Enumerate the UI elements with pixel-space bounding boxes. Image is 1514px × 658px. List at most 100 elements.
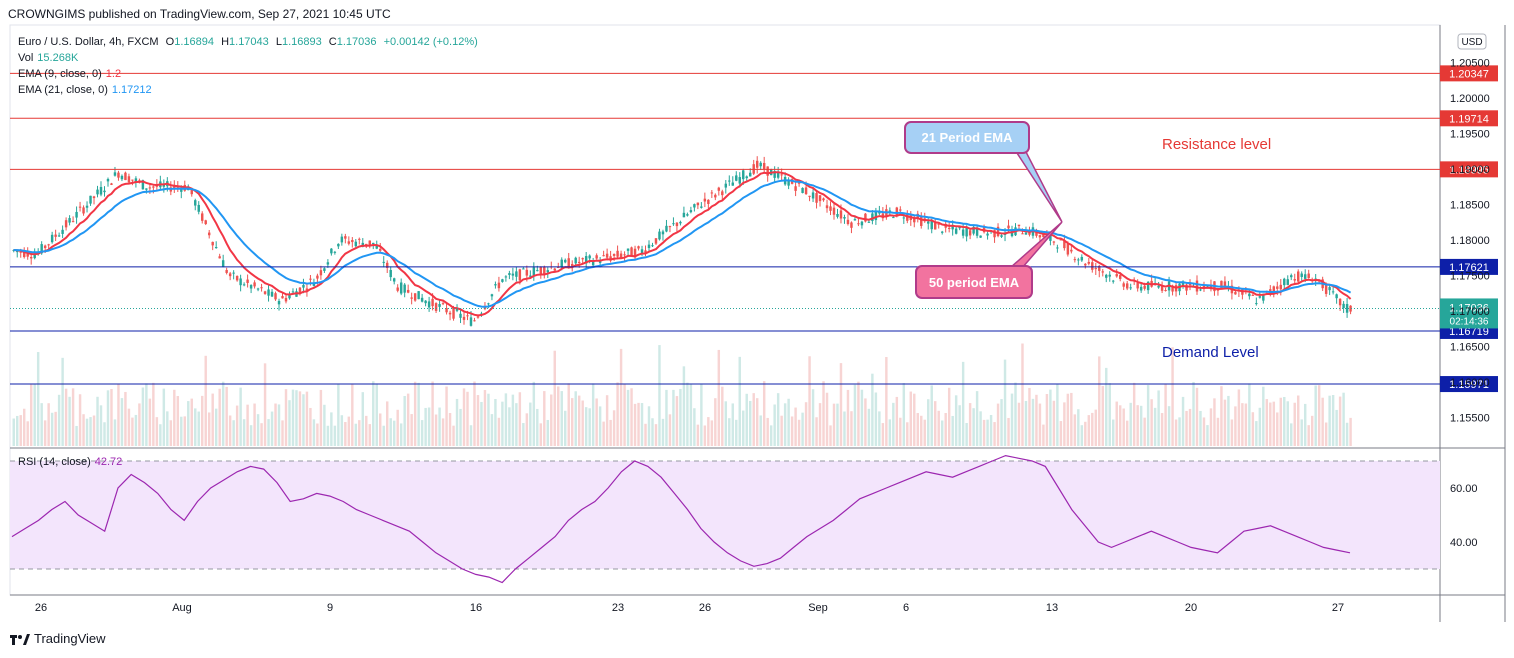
tradingview-brand[interactable]: TradingView: [10, 631, 106, 646]
volume-bar: [354, 423, 358, 446]
volume-bar: [1192, 381, 1195, 446]
candle-body: [1052, 241, 1056, 243]
candle-body: [71, 221, 75, 223]
price-tick-label: 1.19000: [1450, 164, 1490, 176]
volume-bar: [413, 381, 417, 446]
candle-body: [968, 230, 972, 236]
volume-bar: [375, 383, 378, 446]
candle-body: [1342, 303, 1345, 308]
candle-body: [1202, 284, 1206, 289]
volume-bar: [923, 419, 926, 446]
candle-body: [1073, 259, 1077, 261]
rsi-legend[interactable]: RSI (14, close) 42.72: [18, 456, 126, 469]
volume-bar: [43, 420, 47, 446]
volume-bar: [417, 382, 420, 446]
ema21-legend[interactable]: EMA (21, close, 0) 1.17212: [18, 84, 156, 97]
volume-bar: [330, 412, 333, 446]
volume-bar: [476, 395, 480, 446]
candle-body: [302, 284, 305, 288]
volume-bar: [644, 423, 647, 446]
candle-body: [1303, 274, 1307, 279]
volume-bar: [340, 415, 344, 446]
volume-legend[interactable]: Vol 15.268K: [18, 52, 82, 65]
candle-body: [33, 254, 36, 259]
volume-bar: [616, 382, 619, 446]
candle-body: [797, 182, 801, 184]
volume-bar: [557, 386, 560, 446]
candle-body: [644, 250, 647, 254]
volume-bar: [745, 393, 748, 446]
candle-body: [455, 309, 459, 311]
candle-body: [675, 222, 679, 227]
volume-bar: [1031, 398, 1035, 446]
volume-bar: [26, 421, 29, 446]
candle-body: [1003, 234, 1007, 236]
time-tick-label: 26: [699, 602, 711, 614]
volume-bar: [906, 422, 909, 446]
candle-body: [895, 207, 899, 217]
candle-body: [1220, 280, 1223, 289]
candle-body: [836, 213, 839, 217]
volume-bar: [1049, 389, 1052, 446]
volume-bar: [878, 411, 881, 446]
volume-bar: [703, 425, 707, 446]
volume-bar: [1286, 401, 1289, 446]
time-tick-label: 16: [470, 602, 482, 614]
candle-body: [1101, 271, 1104, 273]
time-axis[interactable]: 26 Aug 9 16 23 26 Sep 6 13 20 27: [35, 602, 1344, 614]
candle-body: [1248, 293, 1251, 297]
volume-bar: [124, 391, 127, 446]
volume-bar: [1038, 403, 1042, 446]
candle-body: [567, 258, 570, 269]
volume-bar: [686, 382, 689, 446]
candle-body: [574, 257, 577, 264]
symbol-legend[interactable]: Euro / U.S. Dollar, 4h, FXCM O1.16894 H1…: [18, 36, 486, 49]
volume-bar: [710, 420, 714, 446]
volume-bar: [1042, 424, 1045, 446]
volume-bar: [766, 417, 769, 446]
bar-countdown-label: 02:14:36: [1450, 316, 1489, 327]
volume-bar: [982, 419, 986, 446]
demand-price-label: 1.17621: [1449, 262, 1489, 274]
volume-bar: [96, 396, 99, 446]
candle-body: [522, 268, 525, 270]
volume-bar: [159, 424, 162, 446]
price-axis[interactable]: 1.15500 1.16000 1.16500 1.17000 1.17500 1.180…: [1450, 33, 1490, 425]
candle-body: [825, 205, 829, 209]
candle-body: [469, 317, 473, 326]
candle-body: [1293, 279, 1296, 281]
candle-body: [570, 263, 574, 268]
volume-bar: [113, 419, 117, 446]
volume-bar: [647, 406, 651, 446]
volume-bar: [1202, 417, 1206, 446]
volume-bar: [899, 417, 902, 446]
volume-bar: [825, 392, 829, 446]
volume-bar: [532, 381, 536, 446]
volume-bar: [1084, 421, 1087, 446]
candle-body: [333, 251, 337, 253]
candle-body: [246, 279, 249, 283]
volume-bar: [448, 413, 452, 446]
volume-bar: [752, 393, 755, 446]
candle-body: [85, 205, 89, 208]
candle-body: [197, 204, 200, 212]
ema9-legend[interactable]: EMA (9, close, 0) 1.2: [18, 68, 125, 81]
candle-body: [64, 220, 68, 228]
volume-bar: [1342, 392, 1345, 446]
volume-bars: [12, 343, 1352, 446]
candle-body: [661, 231, 665, 235]
volume-bar: [979, 411, 982, 446]
volume-bar: [783, 403, 787, 446]
candle-body: [82, 207, 85, 214]
volume-bar: [619, 348, 623, 446]
candle-body: [508, 273, 511, 275]
candle-body: [749, 172, 752, 177]
candle-body: [1087, 261, 1091, 264]
volume-bar: [302, 394, 305, 446]
volume-bar: [742, 410, 745, 446]
candle-body: [961, 229, 965, 236]
volume-bar: [1077, 409, 1080, 446]
ema21-line: [13, 179, 1352, 308]
volume-bar: [612, 410, 616, 446]
